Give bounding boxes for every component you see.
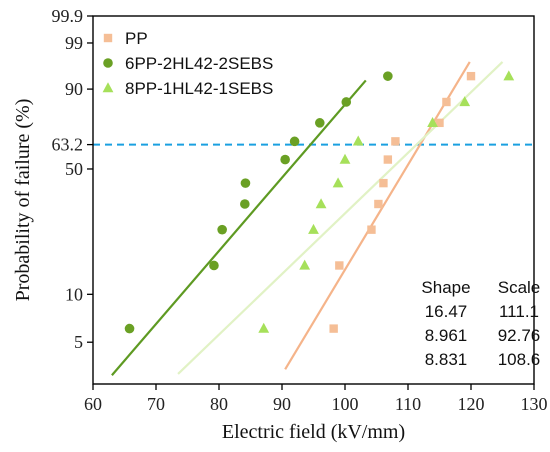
fit-line-0 bbox=[284, 61, 471, 370]
data-point-s0-0 bbox=[329, 324, 338, 333]
data-point-s2-5 bbox=[339, 153, 351, 164]
legend-marker-1 bbox=[103, 58, 113, 68]
legend-label-1: 6PP-2HL42-2SEBS bbox=[125, 54, 273, 73]
data-point-s1-8 bbox=[341, 97, 352, 107]
x-tick-label: 90 bbox=[273, 394, 291, 414]
data-point-s2-1 bbox=[299, 259, 311, 270]
data-point-s0-2 bbox=[367, 225, 376, 234]
x-tick-label: 70 bbox=[147, 394, 165, 414]
data-point-s0-8 bbox=[442, 97, 451, 107]
data-point-s1-1 bbox=[209, 260, 219, 271]
data-point-s1-6 bbox=[289, 136, 300, 147]
legend-label-2: 8PP-1HL42-1SEBS bbox=[125, 79, 273, 98]
data-point-s2-6 bbox=[352, 135, 364, 146]
data-point-s2-4 bbox=[332, 177, 344, 188]
table-header-0: Shape bbox=[421, 278, 470, 297]
fit-line-2 bbox=[177, 61, 504, 375]
table-header-1: Scale bbox=[498, 278, 541, 297]
fit-line-1 bbox=[111, 79, 367, 376]
data-point-s1-4 bbox=[240, 178, 251, 188]
y-tick-label: 63.2 bbox=[52, 135, 84, 155]
legend-marker-0 bbox=[103, 33, 113, 43]
data-point-s2-7 bbox=[427, 117, 438, 128]
y-tick-label: 50 bbox=[65, 159, 83, 179]
data-point-s1-2 bbox=[217, 224, 227, 235]
data-point-s2-0 bbox=[258, 322, 270, 333]
data-point-s1-0 bbox=[124, 323, 135, 334]
table-cell-2-0: 8.831 bbox=[425, 350, 468, 369]
plot-frame bbox=[92, 15, 535, 385]
x-tick-label: 80 bbox=[210, 394, 228, 414]
x-tick-label: 110 bbox=[395, 394, 421, 414]
y-tick-label: 5 bbox=[74, 332, 83, 352]
table-cell-1-1: 92.76 bbox=[498, 326, 541, 345]
legend-label-0: PP bbox=[125, 29, 148, 48]
data-point-s2-9 bbox=[503, 70, 515, 81]
y-tick-label: 99.9 bbox=[52, 6, 84, 26]
data-point-s0-5 bbox=[383, 155, 393, 164]
data-point-s0-7 bbox=[435, 118, 444, 128]
data-point-s0-1 bbox=[335, 261, 344, 270]
data-point-s2-8 bbox=[459, 96, 471, 107]
data-point-s1-3 bbox=[240, 199, 250, 209]
table-cell-0-0: 16.47 bbox=[425, 302, 468, 321]
data-point-s2-2 bbox=[308, 223, 319, 234]
data-point-s0-9 bbox=[466, 71, 476, 81]
x-tick-label: 130 bbox=[521, 394, 548, 414]
x-axis-title: Electric field (kV/mm) bbox=[222, 421, 405, 443]
x-tick-label: 120 bbox=[458, 394, 485, 414]
y-tick-label: 99 bbox=[65, 33, 83, 53]
y-tick-label: 10 bbox=[65, 284, 83, 304]
data-point-s1-7 bbox=[315, 118, 325, 128]
data-point-s2-3 bbox=[315, 198, 327, 209]
data-point-s1-5 bbox=[280, 154, 290, 165]
y-axis-title: Probability of failure (%) bbox=[12, 99, 34, 302]
table-cell-0-1: 111.1 bbox=[499, 302, 539, 321]
x-tick-label: 100 bbox=[332, 394, 359, 414]
data-point-s0-4 bbox=[379, 178, 388, 188]
table-cell-1-0: 8.961 bbox=[425, 326, 468, 345]
data-point-s0-6 bbox=[391, 137, 400, 146]
data-point-s0-3 bbox=[374, 199, 383, 209]
y-tick-label: 90 bbox=[65, 79, 83, 99]
data-point-s1-9 bbox=[383, 71, 393, 81]
legend-marker-2 bbox=[102, 82, 114, 93]
x-tick-label: 60 bbox=[84, 394, 102, 414]
table-cell-2-1: 108.6 bbox=[498, 350, 541, 369]
